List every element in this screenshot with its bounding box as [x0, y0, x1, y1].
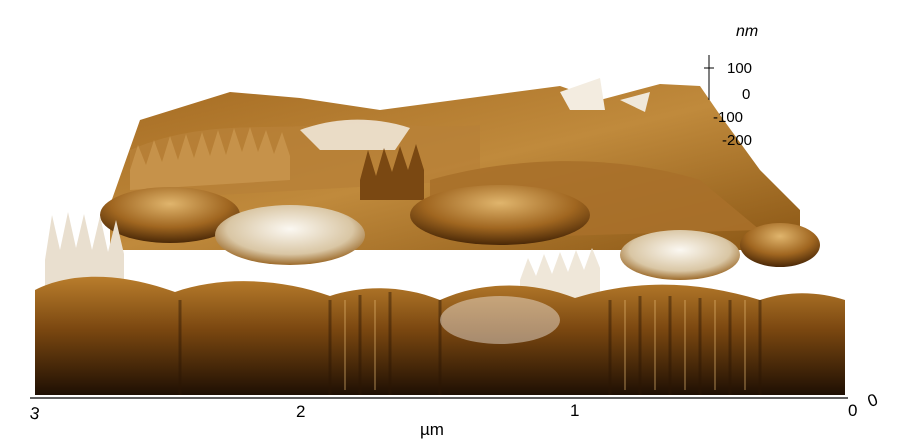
surface-front-wall [35, 276, 845, 395]
z-axis-unit: nm [736, 23, 759, 40]
z-tick-label: 0 [742, 86, 751, 103]
z-tick-label: -200 [722, 132, 753, 149]
surface-middle [45, 185, 820, 300]
x-tick-label: 2 [296, 402, 306, 421]
x-tick-label: 0 [848, 401, 858, 420]
z-tick-label: -100 [713, 109, 744, 126]
z-tick-label: 100 [727, 60, 753, 77]
x-tick-label: 1 [570, 401, 580, 420]
x-axis-unit: µm [420, 420, 444, 439]
